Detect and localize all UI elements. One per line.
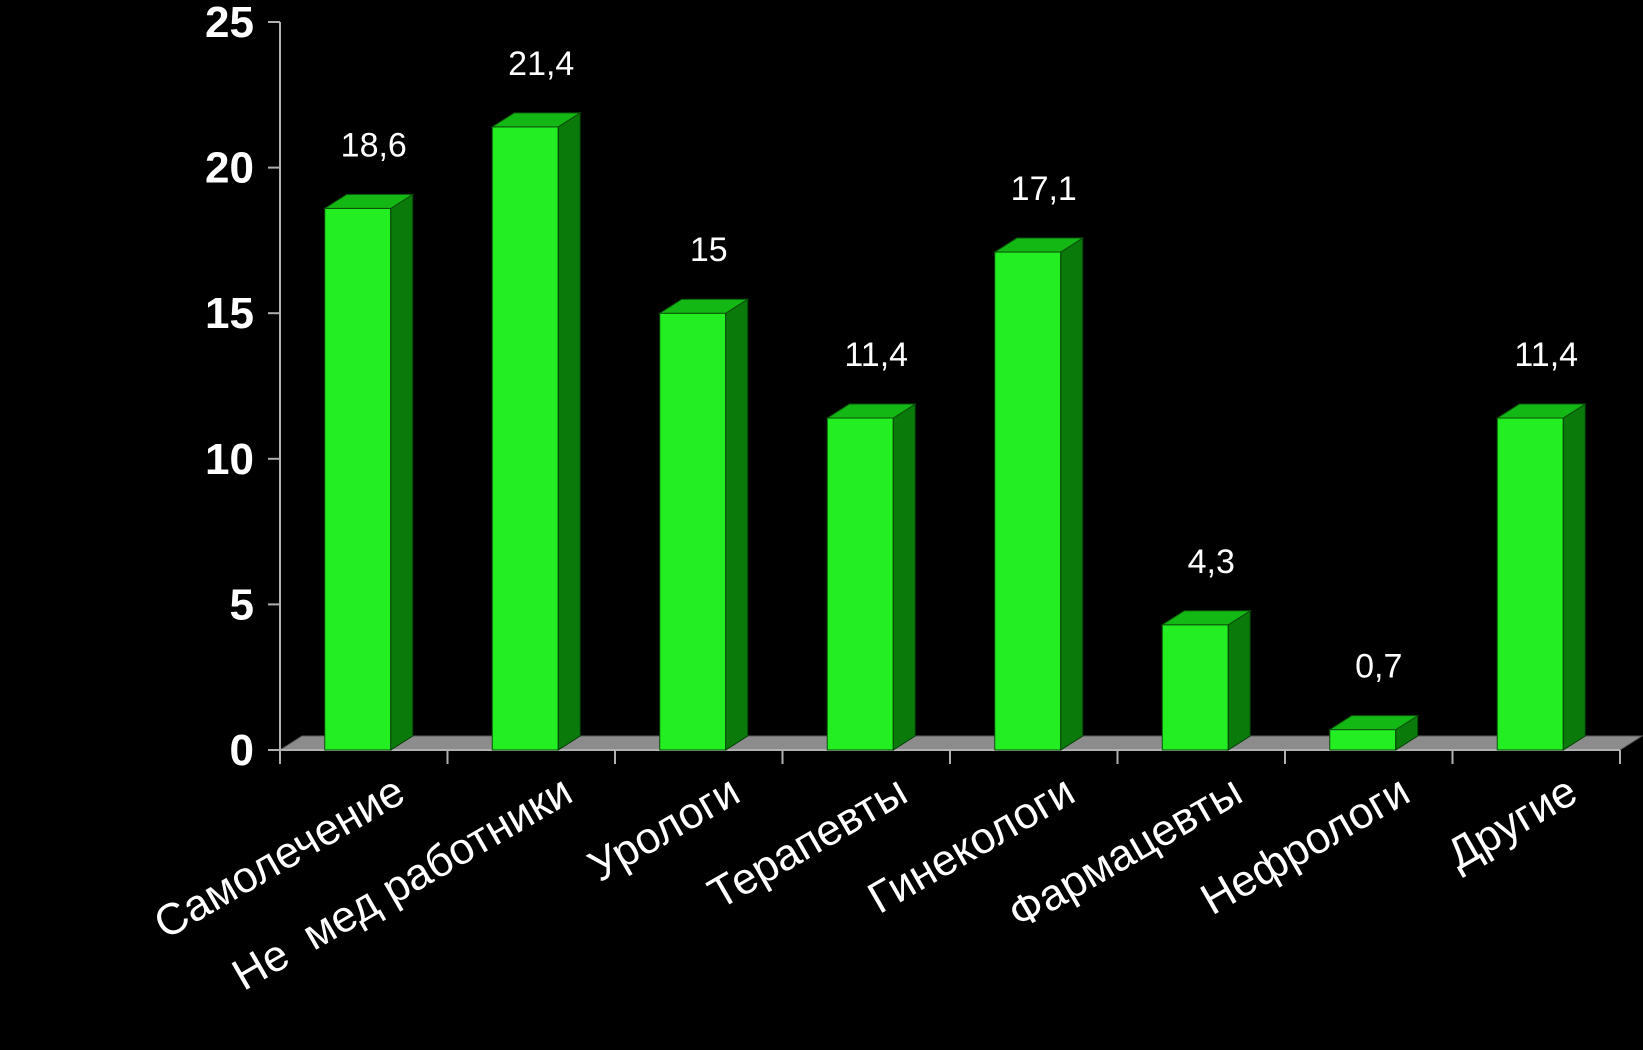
- bar: [1495, 403, 1587, 751]
- y-tick-label: 15: [205, 289, 254, 338]
- chart-axes: 0 5 10 15 20 25: [205, 0, 1621, 775]
- bar: [993, 237, 1085, 751]
- bar-side: [1562, 403, 1586, 751]
- bar-top: [323, 193, 415, 209]
- bar-front: [491, 126, 559, 751]
- y-tick-label: 25: [205, 0, 254, 47]
- data-label: 4,3: [1188, 543, 1235, 581]
- chart-floor: [278, 735, 1643, 751]
- data-label: 11,4: [1514, 336, 1578, 374]
- bar-top: [825, 403, 917, 419]
- data-label: 0,7: [1355, 648, 1402, 686]
- y-tick-label: 0: [230, 726, 254, 775]
- bar: [825, 403, 917, 751]
- bar-front: [1496, 417, 1564, 751]
- bar: [1160, 609, 1252, 751]
- bar-side: [1227, 609, 1251, 751]
- bar-top: [490, 112, 582, 128]
- bar-front: [994, 251, 1062, 751]
- y-tick-label: 10: [205, 435, 254, 484]
- bar-front: [324, 207, 392, 751]
- bar-side: [1060, 237, 1084, 751]
- bar-front: [659, 312, 727, 751]
- bars: [323, 111, 1587, 751]
- bar-top: [658, 298, 750, 314]
- bar-top: [1160, 610, 1252, 626]
- bar-side: [557, 111, 581, 751]
- data-label: 17,1: [1011, 170, 1077, 208]
- bar-side: [390, 193, 414, 751]
- data-label: 18,6: [341, 126, 407, 164]
- bar: [490, 111, 582, 751]
- data-labels: 18,6 21,4 15 11,4 17,1 4,3 0,7 11,4: [341, 45, 1578, 686]
- bar-top: [1495, 403, 1587, 419]
- bar: [658, 298, 750, 751]
- bar-top: [1328, 715, 1420, 731]
- floor-plane: [278, 735, 1643, 751]
- y-tick-label: 20: [205, 144, 254, 193]
- data-label: 15: [690, 231, 728, 269]
- data-label: 21,4: [508, 45, 574, 83]
- bar-front: [826, 417, 894, 751]
- bar: [323, 193, 415, 751]
- y-tick-label: 5: [230, 580, 254, 629]
- bar-front: [1329, 729, 1397, 751]
- bar-side: [892, 403, 916, 751]
- bar-top: [993, 237, 1085, 253]
- data-label: 11,4: [844, 336, 908, 374]
- bar-side: [725, 298, 749, 751]
- bar-front: [1161, 624, 1229, 751]
- bar: [1328, 714, 1420, 751]
